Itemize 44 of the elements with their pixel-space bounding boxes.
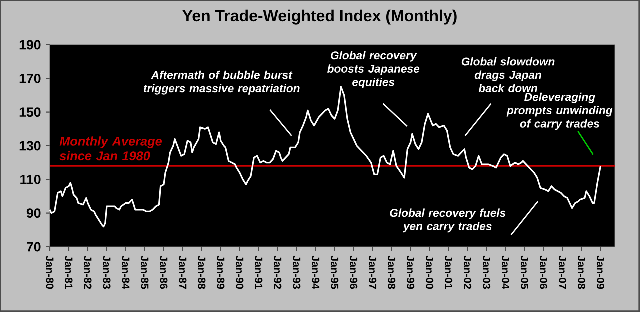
x-tick-label: Jan-02 <box>464 256 472 290</box>
annotation: Global slowdown drags Japan back down <box>462 57 555 92</box>
x-tick-label: Jan-08 <box>578 256 586 290</box>
x-tick-label: Jan-89 <box>217 256 225 290</box>
y-tick-label: 170 <box>20 74 41 84</box>
x-tick-label: Jan-04 <box>502 256 510 290</box>
ref-line-label: Monthly Average since Jan 1980 <box>60 136 162 161</box>
x-tick-label: Jan-82 <box>84 256 92 290</box>
x-tick-label: Jan-99 <box>407 256 415 290</box>
annotation: Global recovery fuels yen carry trades <box>390 208 506 233</box>
x-tick-label: Jan-90 <box>236 256 244 290</box>
y-tick-label: 130 <box>20 141 41 151</box>
x-tick-label: Jan-95 <box>331 256 339 290</box>
x-tick-label: Jan-06 <box>540 256 548 290</box>
x-tick-label: Jan-83 <box>103 256 111 290</box>
annotation: Global recovery boosts Japanese equities <box>328 51 420 89</box>
x-tick-label: Jan-01 <box>445 256 453 290</box>
y-tick-label: 70 <box>27 242 41 252</box>
x-tick-label: Jan-93 <box>293 256 301 290</box>
x-tick-label: Jan-07 <box>558 256 567 290</box>
x-tick-label: Jan-84 <box>122 256 130 290</box>
y-tick-label: 150 <box>20 108 41 118</box>
x-tick-label: Jan-00 <box>426 256 434 290</box>
annotation: Aftermath of bubble burst triggers massive repatriation <box>144 70 300 95</box>
x-tick-label: Jan-85 <box>141 256 149 290</box>
x-tick-label: Jan-97 <box>369 256 377 290</box>
annotation: Deleveraging prompts unwinding of carry trades <box>506 92 613 130</box>
x-tick-label: Jan-09 <box>596 256 605 290</box>
x-tick-label: Jan-80 <box>46 256 54 290</box>
y-tick-label: 110 <box>20 174 41 184</box>
x-tick-label: Jan-98 <box>388 256 396 290</box>
x-tick-label: Jan-94 <box>312 256 320 290</box>
y-tick-label: 190 <box>20 40 41 50</box>
x-tick-label: Jan-87 <box>179 256 187 290</box>
x-tick-label: Jan-88 <box>198 256 206 290</box>
x-tick-label: Jan-86 <box>160 256 168 290</box>
x-tick-label: Jan-91 <box>255 256 263 290</box>
x-tick-label: Jan-03 <box>483 256 491 290</box>
y-tick-label: 90 <box>26 208 41 218</box>
x-tick-label: Jan-92 <box>274 256 282 290</box>
x-tick-label: Jan-81 <box>65 256 73 290</box>
chart-title: Yen Trade-Weighted Index (Monthly) <box>182 10 457 25</box>
x-tick-label: Jan-05 <box>521 256 529 290</box>
x-tick-label: Jan-96 <box>350 256 358 290</box>
